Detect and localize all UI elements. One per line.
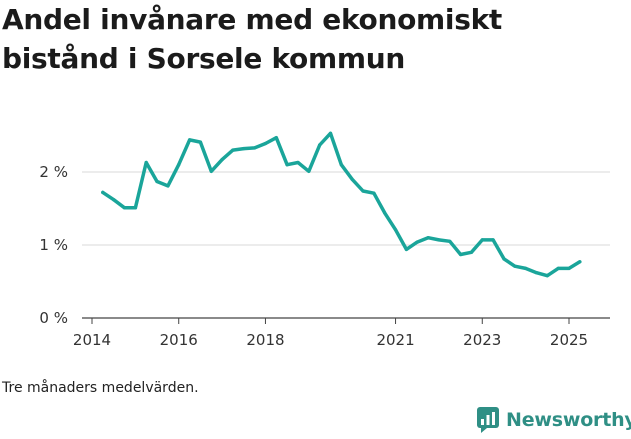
data-point [458, 252, 463, 257]
data-point [545, 274, 549, 278]
brand[interactable]: Newsworthy [476, 406, 631, 434]
data-point [231, 148, 235, 152]
data-point [177, 163, 181, 167]
data-point [101, 190, 105, 195]
y-tick-label: 2 % [39, 163, 68, 181]
x-tick-label: 2021 [376, 331, 414, 349]
data-point [144, 160, 148, 165]
brand-name: Newsworthy [506, 409, 631, 431]
data-point [415, 240, 419, 244]
x-tick-label: 2023 [463, 331, 501, 349]
data-point [155, 179, 159, 184]
data-point [263, 141, 268, 146]
y-tick-label: 0 % [39, 309, 68, 327]
data-point [328, 131, 333, 135]
data-point [112, 198, 116, 202]
data-point [534, 271, 539, 275]
data-point [578, 260, 582, 264]
data-point [502, 257, 506, 261]
data-point [361, 189, 365, 193]
series-group [101, 131, 582, 278]
data-point [448, 239, 452, 243]
data-point [426, 236, 430, 240]
data-point [166, 184, 170, 188]
data-point [567, 266, 571, 270]
x-tick-label: 2014 [73, 331, 111, 349]
data-point [372, 191, 376, 195]
chart-caption: Tre månaders medelvärden. [2, 380, 199, 396]
x-tick-label: 2025 [550, 331, 588, 349]
x-tick-label: 2018 [246, 331, 284, 349]
data-point [122, 206, 127, 210]
data-point [480, 238, 484, 242]
data-point [242, 147, 246, 151]
data-point [469, 250, 474, 254]
x-axis-ticks: 2014 2016 2018 2021 2023 2025 [73, 318, 588, 349]
chart-title: Andel invånare med ekonomiskt bistånd i … [2, 3, 503, 75]
data-point [209, 169, 213, 173]
y-tick-label: 1 % [39, 236, 68, 254]
data-point [383, 211, 387, 215]
series-line-0 [101, 131, 582, 278]
data-point [556, 266, 560, 270]
data-point [307, 169, 311, 173]
data-point [437, 238, 441, 242]
data-point [404, 247, 408, 251]
data-point [296, 160, 300, 165]
y-axis-ticks: 0 % 1 % 2 % [39, 163, 68, 327]
data-point [393, 228, 398, 232]
data-point [253, 146, 257, 150]
data-point [524, 266, 528, 270]
x-tick-label: 2016 [160, 331, 198, 349]
data-point [350, 177, 354, 181]
data-point [133, 206, 137, 210]
gridlines [82, 171, 610, 319]
data-point [339, 163, 343, 167]
data-point [187, 138, 192, 142]
data-point [491, 238, 495, 242]
data-point [285, 163, 289, 167]
data-point [220, 157, 224, 162]
newsworthy-logo-icon [477, 407, 499, 433]
data-point [513, 264, 517, 268]
data-point [274, 136, 278, 140]
data-point [318, 143, 322, 147]
data-point [198, 140, 203, 144]
